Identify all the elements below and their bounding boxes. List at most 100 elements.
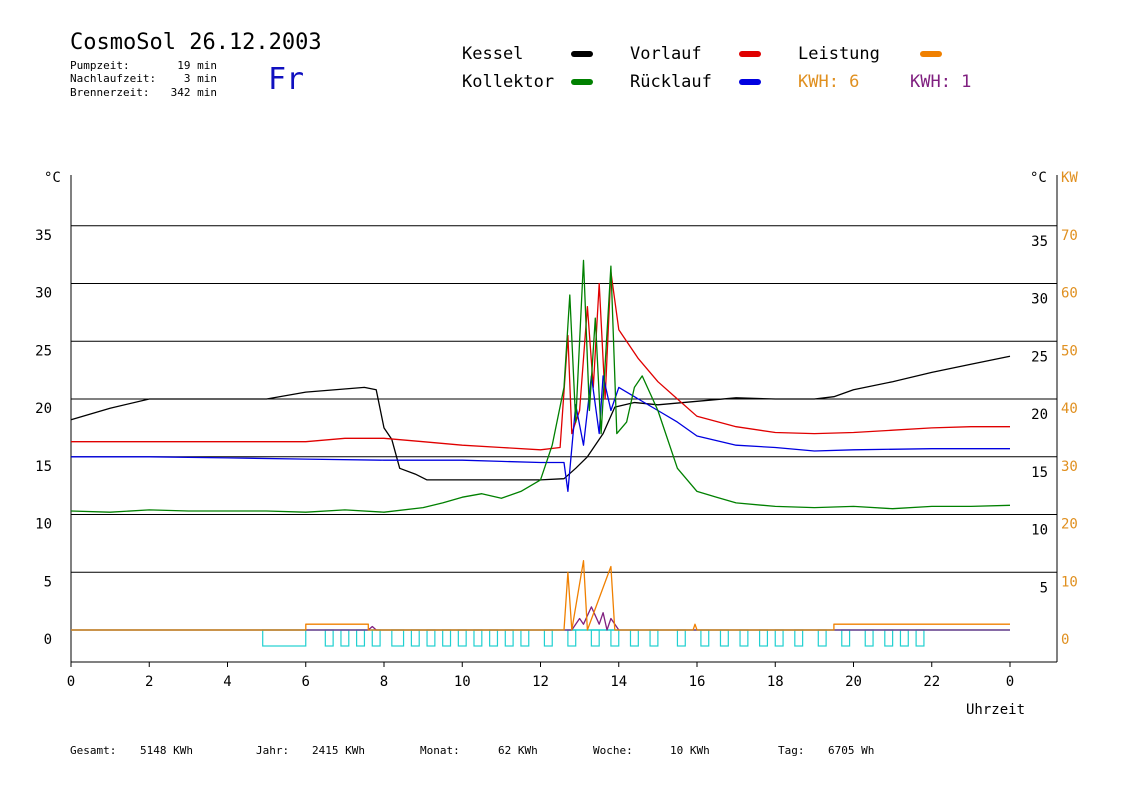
x-axis-label: Uhrzeit: [966, 702, 1026, 718]
pump-segment-32: [915, 629, 925, 647]
weekday-label: Fr: [268, 62, 305, 97]
legend-kessel: Kessel: [462, 44, 524, 64]
pump-segment-24: [758, 629, 769, 647]
y-tick-right-35: 35: [1031, 234, 1048, 250]
pump-segment-6: [410, 629, 420, 647]
y-tick-left-5: 5: [44, 574, 52, 590]
x-tick-10: 20: [845, 674, 862, 690]
stat-nachlaufzeit-value: 3 min: [183, 72, 217, 85]
y-tick-kw-60: 60: [1061, 286, 1078, 302]
pump-segment-17: [610, 629, 620, 647]
stat-brennerzeit-label: Brennerzeit:: [70, 86, 150, 99]
x-tick-6: 12: [532, 674, 549, 690]
pump-segment-23: [739, 629, 749, 647]
stat-nachlaufzeit-label: Nachlaufzeit:: [70, 72, 157, 85]
legend-kollektor-swatch: [571, 79, 593, 85]
series-kessel-line: [70, 355, 1011, 481]
footer-jahr-label: Jahr:: [256, 744, 290, 757]
footer-jahr-value: 2415 KWh: [312, 744, 365, 757]
footer-monat-value: 62 KWh: [498, 744, 538, 757]
y-tick-kw-70: 70: [1061, 228, 1078, 244]
pump-segment-25: [774, 629, 784, 647]
series-vorlauf-line: [71, 271, 1010, 451]
pump-segment-0: [262, 629, 307, 647]
y-tick-kw-0: 0: [1061, 632, 1069, 648]
x-tick-5: 10: [454, 674, 471, 690]
footer-monat-label: Monat:: [420, 744, 460, 757]
y-tick-right-5: 5: [1040, 580, 1048, 596]
y-tick-right-15: 15: [1031, 465, 1048, 481]
series-ruecklauf-line: [71, 375, 1010, 493]
footer-tag-value: 6705 Wh: [828, 744, 875, 757]
legend-kwh-6: KWH: 6: [798, 72, 860, 92]
legend-kessel-swatch: [571, 51, 593, 57]
pump-segment-18: [629, 629, 639, 647]
x-tick-1: 2: [145, 674, 153, 690]
stat-pumpzeit-value: 19 min: [177, 59, 217, 72]
y-tick-left-25: 25: [35, 343, 52, 359]
pump-segment-31: [899, 629, 909, 647]
x-tick-12: 0: [1006, 674, 1014, 690]
stat-pumpzeit-label: Pumpzeit:: [70, 59, 130, 72]
pump-segment-1: [324, 629, 334, 647]
pump-segment-26: [794, 629, 804, 647]
pump-segment-14: [543, 629, 553, 647]
x-tick-4: 8: [380, 674, 388, 690]
legend-ruecklauf: Rücklauf: [630, 72, 712, 92]
chart-title: CosmoSol 26.12.2003: [70, 30, 322, 55]
pump-segment-21: [700, 629, 710, 647]
y-tick-kw-50: 50: [1061, 343, 1078, 359]
pump-segment-27: [817, 629, 827, 647]
x-tick-0: 0: [67, 674, 75, 690]
y-tick-left-15: 15: [35, 459, 52, 475]
pump-segment-8: [442, 629, 452, 647]
legend-kollektor: Kollektor: [462, 72, 555, 92]
pump-segment-7: [426, 629, 436, 647]
footer-woche-label: Woche:: [593, 744, 633, 757]
x-tick-9: 18: [767, 674, 784, 690]
y-tick-right-30: 30: [1031, 292, 1048, 308]
pump-segment-11: [489, 629, 499, 647]
pump-segment-16: [590, 629, 600, 647]
x-tick-3: 6: [302, 674, 310, 690]
pump-segment-19: [649, 629, 659, 647]
x-tick-7: 14: [610, 674, 627, 690]
pump-segment-15: [567, 629, 577, 647]
series-kollektor-line: [70, 259, 1011, 513]
footer-woche-value: 10 KWh: [670, 744, 710, 757]
pump-segment-2: [340, 629, 350, 647]
footer-tag-label: Tag:: [778, 744, 805, 757]
x-tick-2: 4: [223, 674, 231, 690]
x-tick-8: 16: [689, 674, 706, 690]
pump-segment-29: [864, 629, 874, 647]
y-tick-left-20: 20: [35, 401, 52, 417]
y-tick-kw-30: 30: [1061, 459, 1078, 475]
y-axis-right-unit: °C: [1030, 170, 1047, 186]
y-tick-kw-20: 20: [1061, 517, 1078, 533]
legend-vorlauf: Vorlauf: [630, 44, 702, 64]
pump-segment-5: [391, 629, 405, 647]
y-tick-kw-10: 10: [1061, 574, 1078, 590]
y-axis-left-unit: °C: [44, 170, 61, 186]
x-tick-11: 22: [923, 674, 940, 690]
y-tick-right-20: 20: [1031, 407, 1048, 423]
stat-brennerzeit-value: 342 min: [170, 86, 217, 99]
y-tick-left-35: 35: [35, 228, 52, 244]
legend-kwh-1: KWH: 1: [910, 72, 972, 92]
footer-gesamt-value: 5148 KWh: [140, 744, 193, 757]
y-tick-right-25: 25: [1031, 349, 1048, 365]
y-tick-left-10: 10: [35, 517, 52, 533]
y-tick-left-30: 30: [35, 286, 52, 302]
pump-segment-20: [676, 629, 686, 647]
pump-segment-22: [719, 629, 729, 647]
pump-segment-9: [457, 629, 467, 647]
footer-gesamt-label: Gesamt:: [70, 744, 117, 757]
series-kwh1-line: [71, 606, 1010, 631]
legend-ruecklauf-swatch: [739, 79, 761, 85]
y-axis-kw-unit: KW: [1061, 170, 1078, 186]
pump-segment-28: [841, 629, 851, 647]
pump-segment-10: [473, 629, 483, 647]
y-tick-kw-40: 40: [1061, 401, 1078, 417]
y-tick-left-0: 0: [44, 632, 52, 648]
